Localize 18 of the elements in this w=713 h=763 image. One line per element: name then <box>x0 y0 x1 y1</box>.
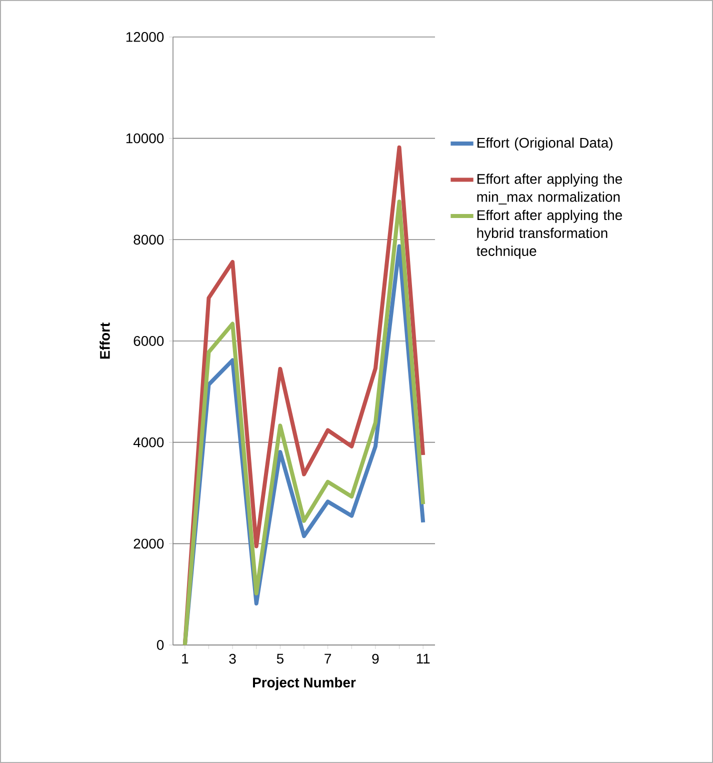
x-tick-label: 11 <box>416 654 430 664</box>
y-tick-label: 12000 <box>126 32 164 42</box>
x-tick-label: 3 <box>229 654 236 664</box>
y-tick-label: 6000 <box>134 336 164 346</box>
y-tick-label: 10000 <box>126 133 164 144</box>
legend-label: Effort after applying the hybrid transformation technique <box>476 210 622 259</box>
legend-label: Effort after applying the min_max normalization <box>477 174 622 204</box>
x-tick-label: 7 <box>324 654 332 664</box>
y-axis-title: Effort <box>100 322 110 359</box>
y-tick-label: 2000 <box>134 538 164 549</box>
y-tick-label: 0 <box>156 640 164 650</box>
y-tick-label: 4000 <box>133 437 164 448</box>
x-tick-label: 9 <box>372 654 379 664</box>
x-tick-label: 1 <box>182 654 188 664</box>
legend-label: Effort (Origional Data) <box>477 137 612 150</box>
x-tick-label: 5 <box>276 654 284 664</box>
y-tick-label: 8000 <box>134 234 164 245</box>
x-axis-title: Project Number <box>253 677 356 690</box>
